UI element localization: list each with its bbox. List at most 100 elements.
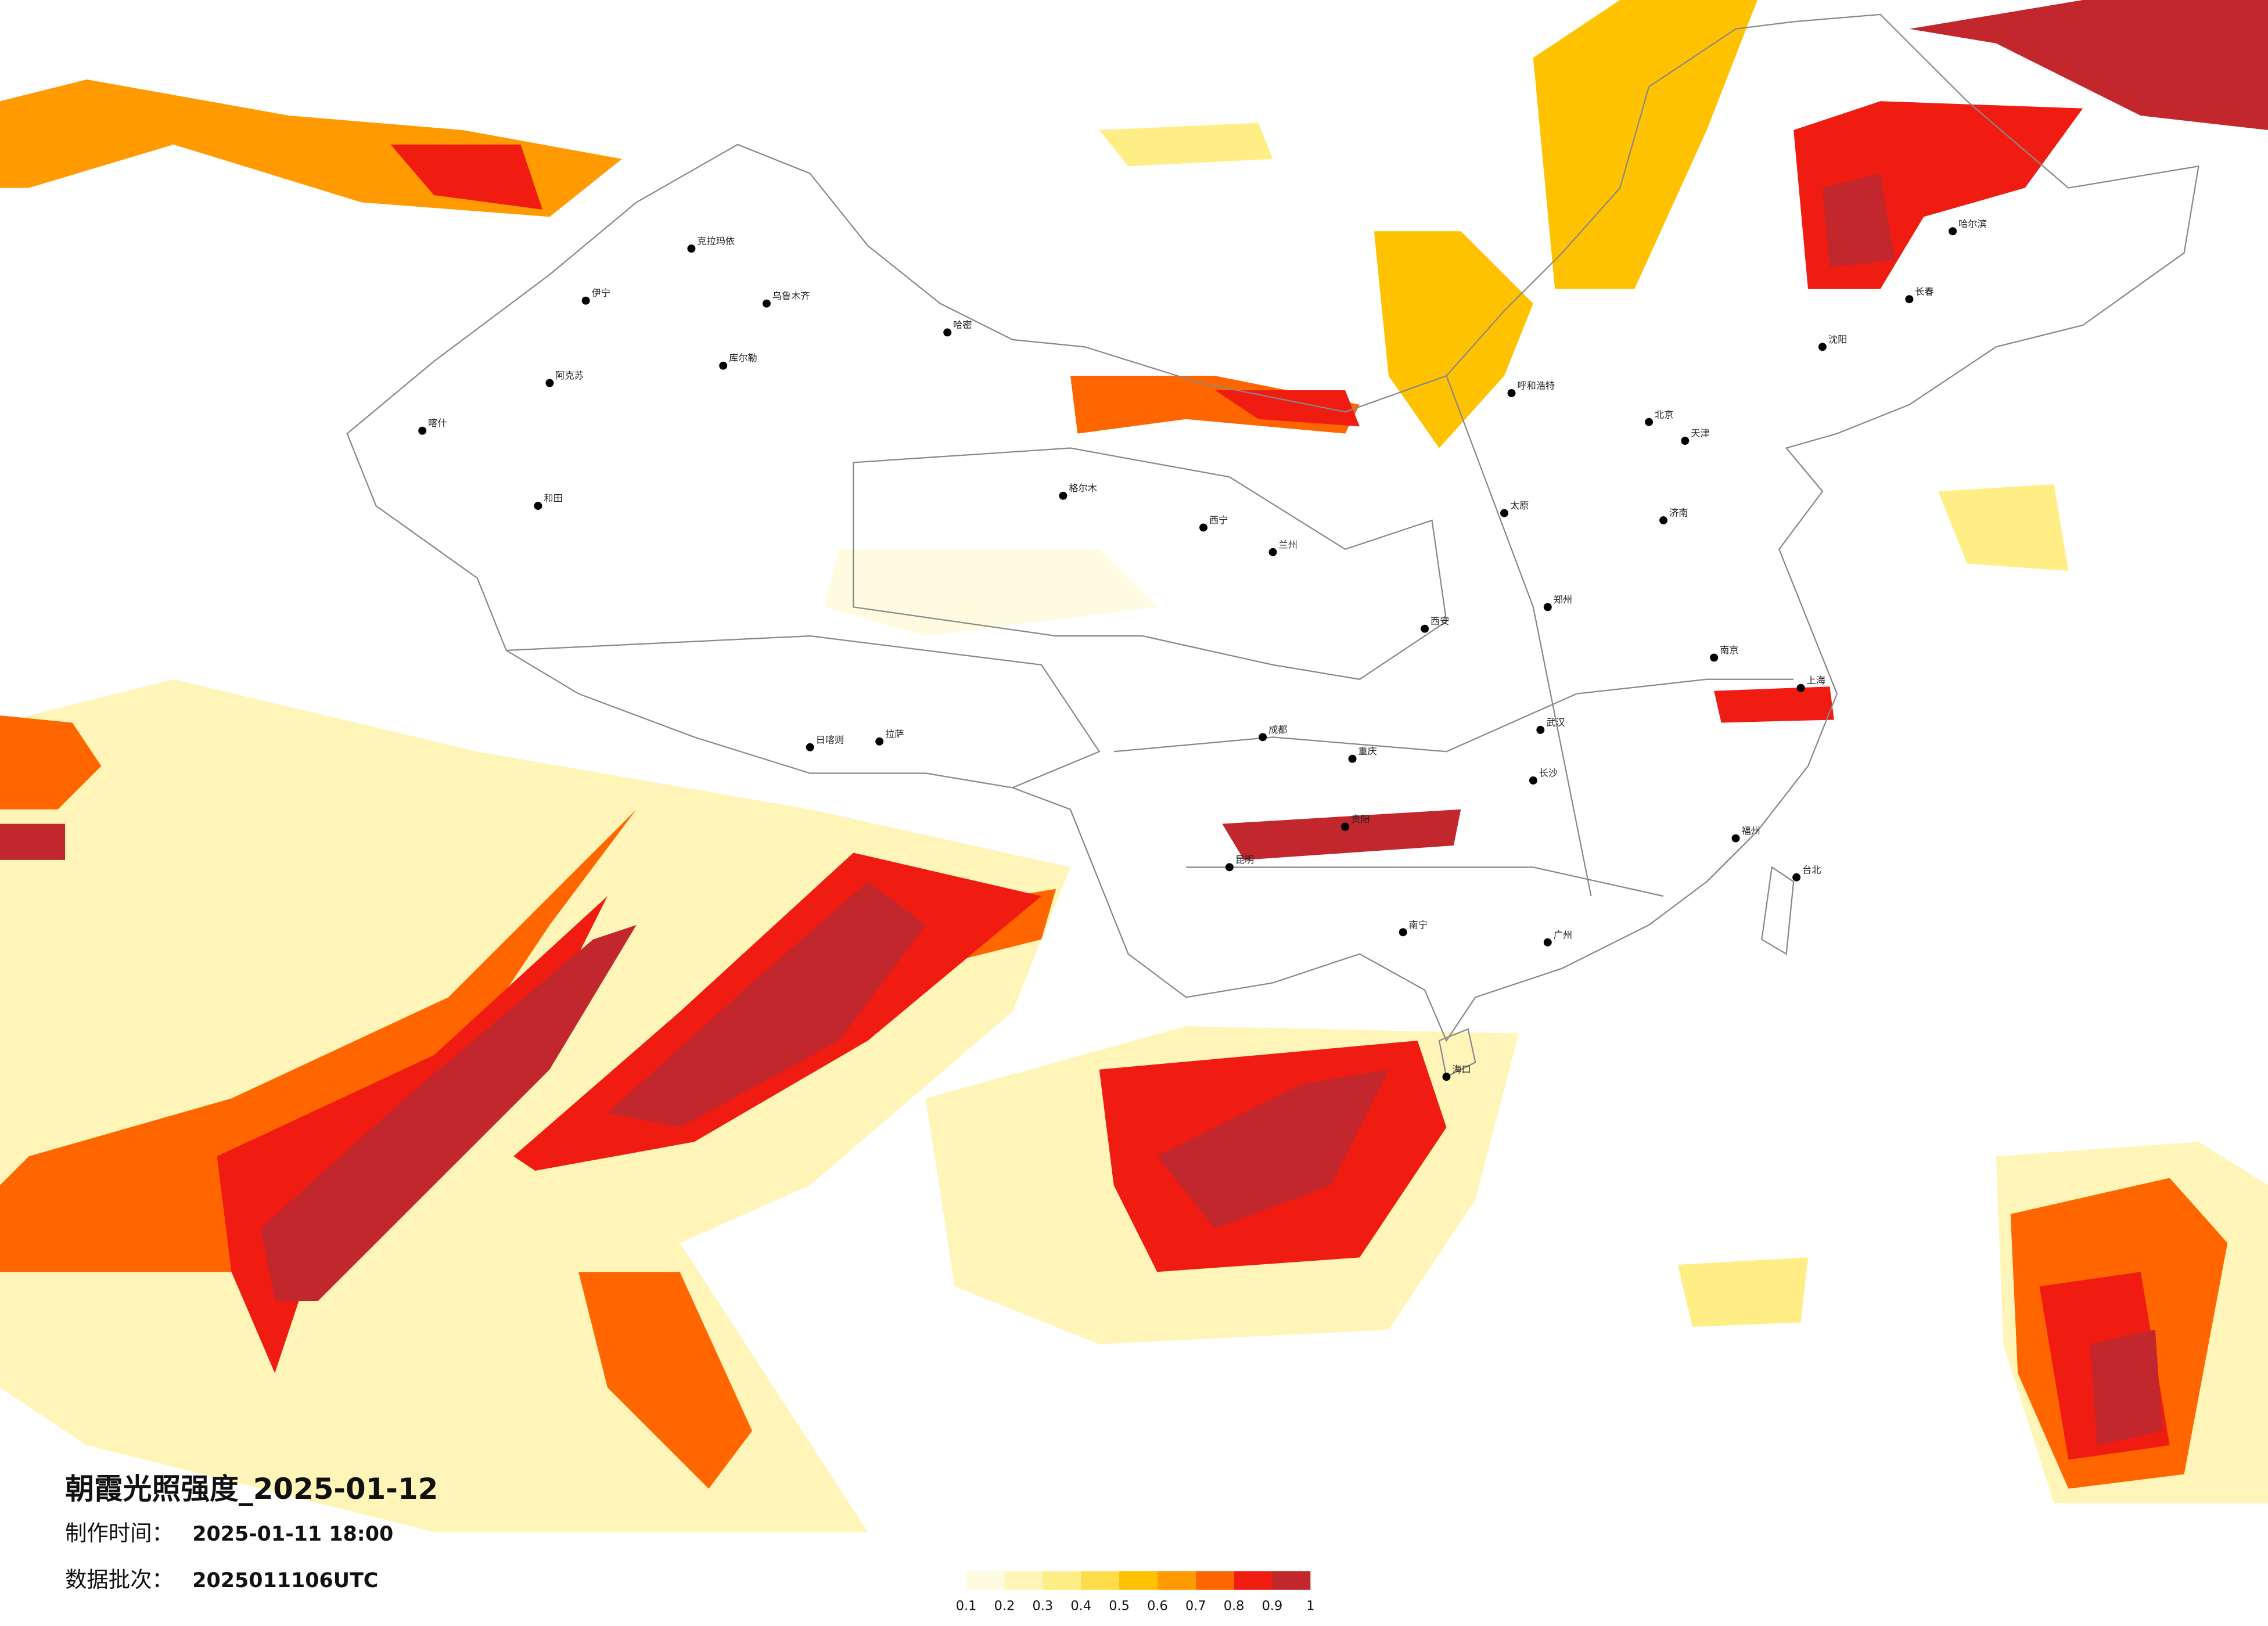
city-label: 长沙	[1539, 768, 1558, 779]
city-label: 西安	[1430, 616, 1449, 627]
city-label: 台北	[1802, 864, 1821, 875]
colorbar-tick-label: 0.9	[1262, 1599, 1283, 1614]
field-region	[1822, 173, 1895, 268]
city-label: 乌鲁木齐	[772, 290, 810, 301]
colorbar-swatch	[1004, 1571, 1043, 1590]
city-dot	[1710, 653, 1719, 662]
field-region	[0, 715, 102, 810]
field-region	[578, 1272, 753, 1489]
city-dot	[1341, 822, 1350, 831]
colorbar-swatch	[1157, 1571, 1196, 1590]
city-dot	[1543, 603, 1552, 611]
field-region	[0, 809, 637, 1272]
city-dot	[418, 426, 427, 435]
city-label: 格尔木	[1069, 483, 1097, 494]
city-dot	[581, 296, 590, 305]
colorbar-tick-label: 0.7	[1185, 1599, 1206, 1614]
field-region	[260, 924, 637, 1301]
province-outline	[853, 447, 1447, 680]
city-label: 克拉玛依	[697, 236, 735, 247]
city-label: 重庆	[1358, 746, 1377, 757]
city-dot	[1500, 509, 1509, 517]
colorbar-swatch	[1081, 1571, 1120, 1590]
city-label: 天津	[1691, 428, 1709, 439]
city-dot	[1536, 725, 1545, 734]
city-dot	[1818, 343, 1827, 351]
colorbar-tick-label: 0.4	[1070, 1599, 1091, 1614]
made-time: 2025-01-11 18:00	[192, 1523, 393, 1546]
colorbar-tick-label: 0.6	[1147, 1599, 1168, 1614]
borders	[346, 13, 2199, 1078]
city-dot	[1348, 754, 1357, 763]
island-outline	[1438, 1028, 1476, 1078]
field-region	[1938, 484, 2069, 571]
city-dot	[1659, 516, 1667, 524]
city-label: 成都	[1268, 724, 1287, 735]
map-title: 朝霞光照强度_2025-01-12	[65, 1472, 438, 1506]
country-outline	[346, 13, 2199, 1042]
colorbar-swatch	[1195, 1571, 1234, 1590]
colorbar-tick-label: 0.2	[994, 1599, 1015, 1614]
field-region	[1714, 686, 1834, 723]
city-dot	[1259, 733, 1267, 742]
city-dot	[1225, 863, 1234, 872]
field-region	[1677, 1257, 1809, 1327]
city-dot	[1421, 624, 1429, 633]
intensity-field	[0, 0, 2268, 1533]
colorbar-tick-label: 0.8	[1224, 1599, 1245, 1614]
city-label: 伊宁	[592, 287, 610, 298]
city-dot	[1681, 437, 1690, 445]
city-label: 上海	[1807, 675, 1825, 686]
colorbar-tick-label: 0.1	[956, 1599, 977, 1614]
city-dot	[687, 244, 696, 253]
city-dot	[1507, 389, 1516, 397]
city-dot	[762, 299, 771, 308]
city-dot	[1268, 548, 1277, 556]
city-label: 沈阳	[1828, 334, 1847, 345]
city-label: 太原	[1510, 500, 1529, 511]
city-dot	[1529, 776, 1537, 785]
field-region	[1374, 231, 1533, 448]
city-dot	[1905, 295, 1914, 304]
colorbar-swatch	[1119, 1571, 1158, 1590]
city-label: 海口	[1452, 1064, 1471, 1075]
city-dot	[1199, 523, 1208, 532]
city-dot	[1645, 418, 1654, 426]
colorbar-tick-label: 0.3	[1033, 1599, 1054, 1614]
city-label: 哈密	[953, 319, 972, 330]
city-dot	[1731, 834, 1740, 843]
province-outline	[1113, 678, 1794, 753]
city-label: 阿克苏	[555, 370, 584, 381]
city-label: 兰州	[1279, 539, 1297, 550]
city-dot	[1796, 684, 1805, 692]
city-dot	[1949, 227, 1957, 236]
city-label: 呼和浩特	[1517, 380, 1555, 391]
city-label: 贵阳	[1351, 814, 1370, 825]
city-dot	[1543, 938, 1552, 947]
province-outline	[1446, 375, 1592, 897]
colorbar-tick-label: 1	[1306, 1599, 1314, 1614]
colorbar-tick-label: 0.5	[1109, 1599, 1130, 1614]
city-label: 日喀则	[816, 734, 844, 745]
city-dot	[1792, 873, 1801, 882]
batch: 2025011106UTC	[192, 1569, 378, 1592]
colorbar-swatch	[1272, 1571, 1311, 1590]
city-dot	[534, 502, 542, 510]
city-label: 和田	[544, 493, 562, 504]
city-label: 长春	[1915, 286, 1933, 297]
field-region	[1222, 809, 1461, 860]
city-label: 喀什	[428, 418, 447, 429]
city-dot	[1059, 491, 1067, 500]
city-label: 西宁	[1209, 515, 1228, 526]
city-dot	[875, 737, 884, 746]
city-label: 拉萨	[885, 728, 904, 739]
city-dot	[545, 379, 554, 387]
city-label: 郑州	[1554, 594, 1572, 605]
city-label: 武汉	[1546, 717, 1565, 728]
city-dot	[943, 328, 952, 337]
province-outline	[506, 635, 1101, 789]
field-region	[1157, 1069, 1389, 1229]
batch-label: 数据批次：	[65, 1567, 174, 1592]
